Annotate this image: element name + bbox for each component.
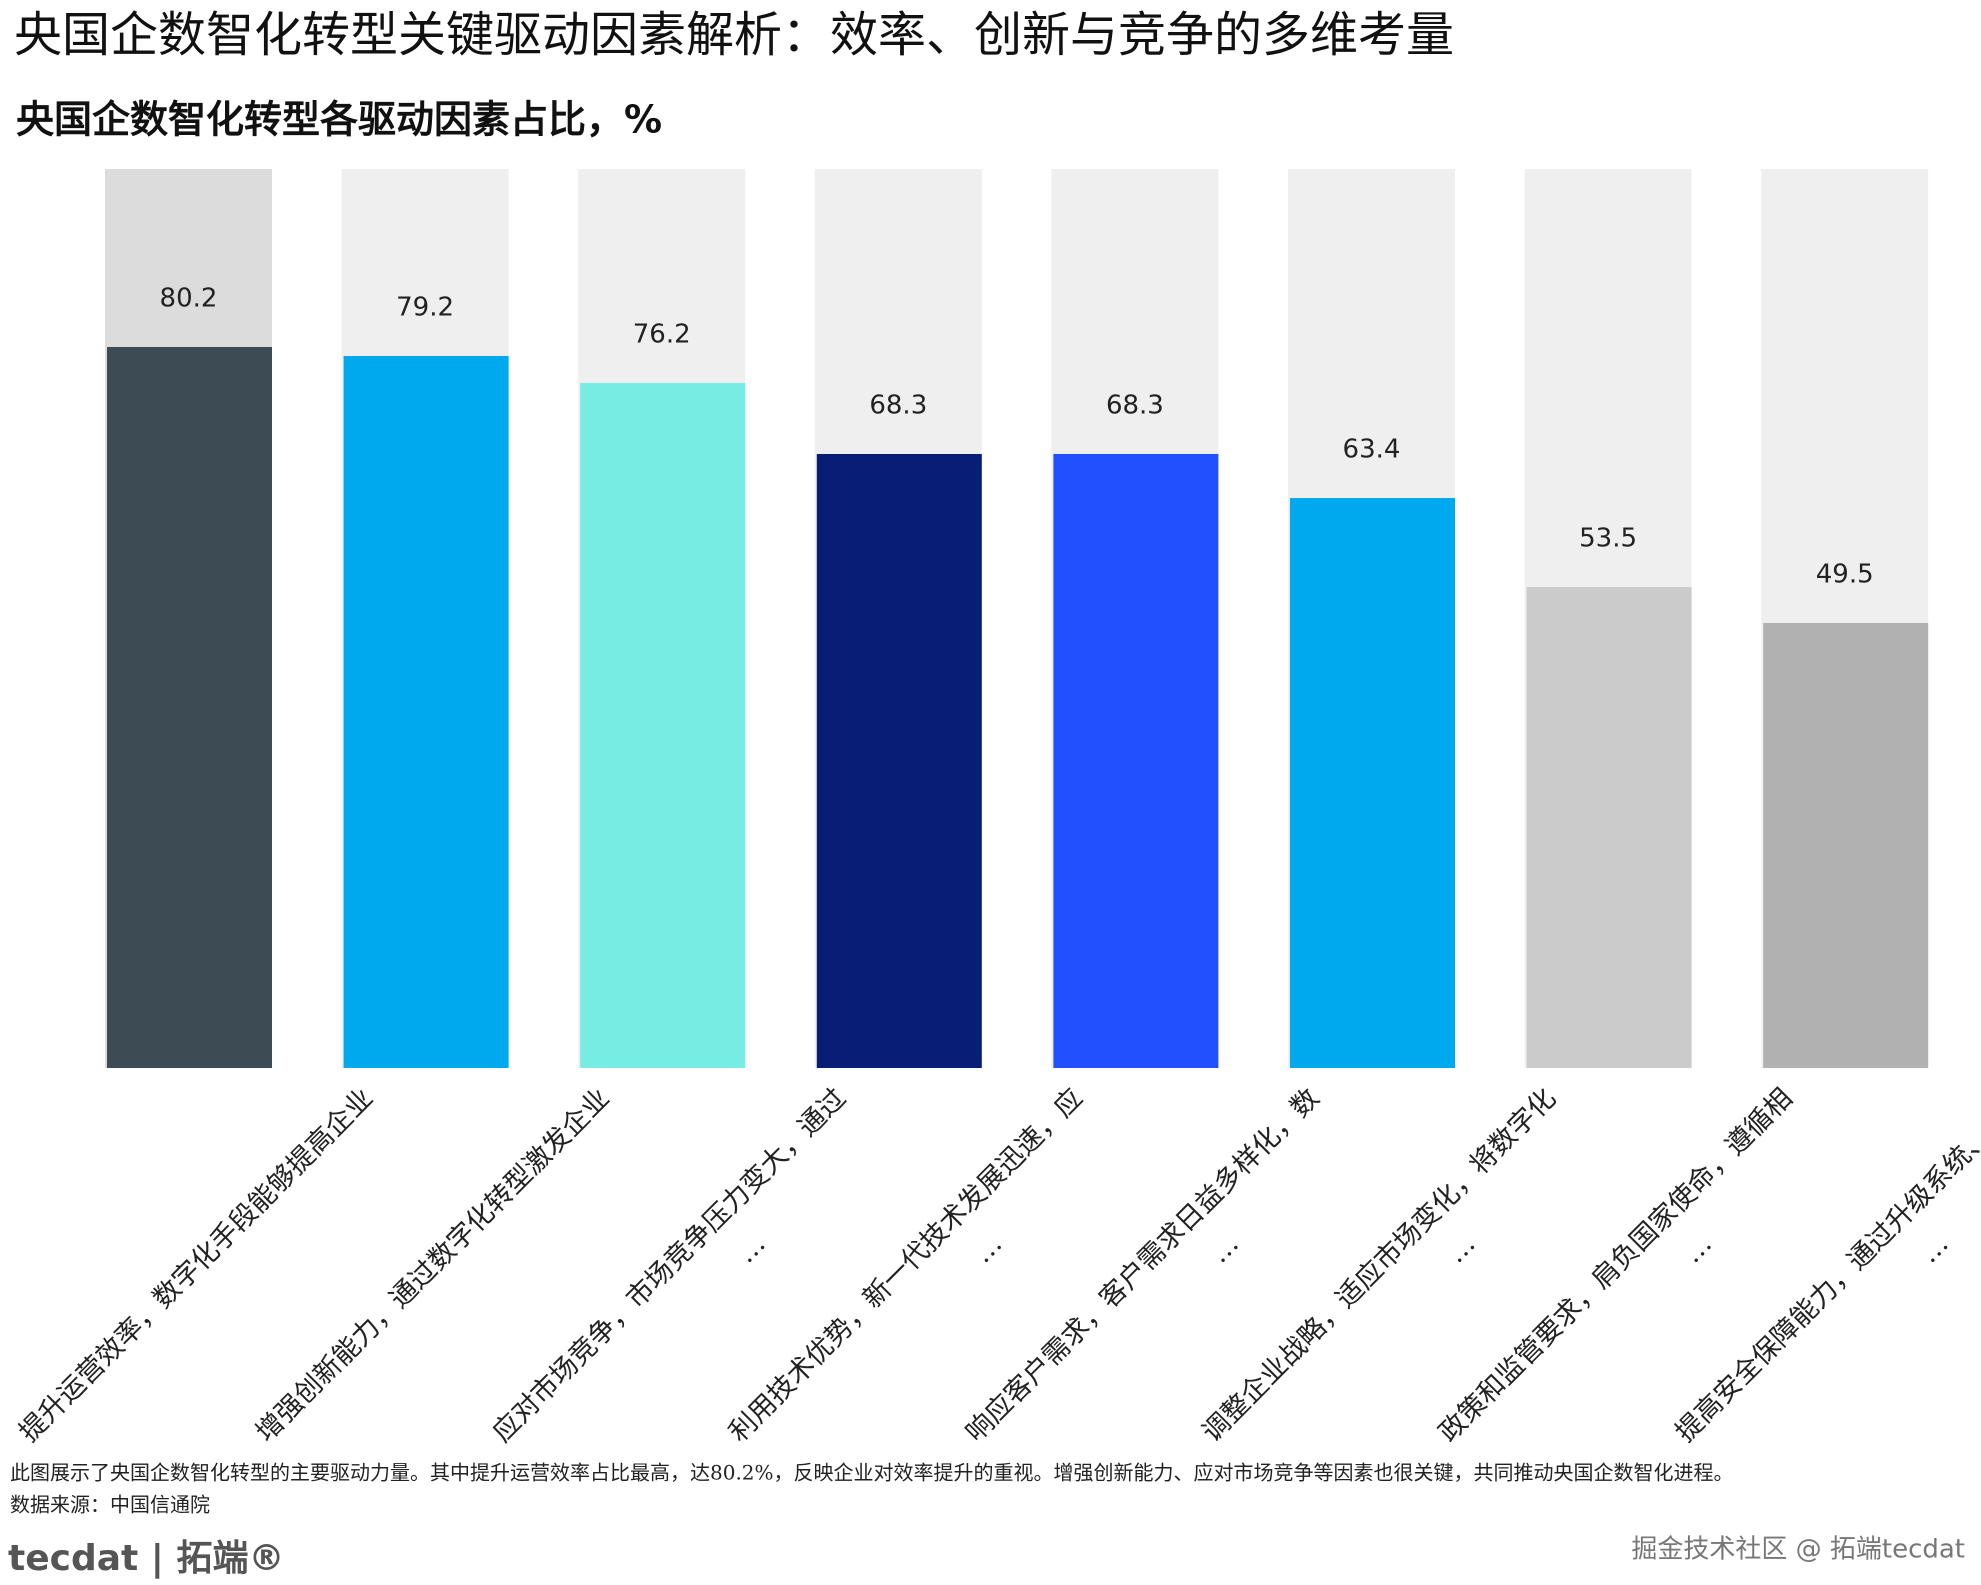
value-label: 76.2: [633, 319, 691, 349]
x-tick-label-line: …: [730, 1228, 771, 1269]
value-label: 79.2: [396, 292, 454, 322]
value-label: 53.5: [1579, 524, 1637, 554]
value-label: 68.3: [1106, 390, 1164, 420]
note: 此图展示了央国企数智化转型的主要驱动力量。其中提升运营效率占比最高，达80.2%…: [10, 1461, 1734, 1485]
watermark: 掘金技术社区 @ 拓端tecdat: [1631, 1535, 1965, 1565]
bar: [1290, 498, 1455, 1068]
bar: [580, 382, 746, 1068]
bar: [107, 347, 272, 1068]
chart-title: 央国企数智化转型关键驱动因素解析：效率、创新与竞争的多维考量: [14, 7, 1454, 63]
bar: [816, 453, 982, 1068]
x-tick-label-line: …: [1440, 1228, 1481, 1269]
bar: [1763, 622, 1929, 1068]
x-tick-label-line: …: [1913, 1228, 1954, 1269]
x-tick-label-line: …: [1204, 1228, 1245, 1269]
chart-subtitle: 央国企数智化转型各驱动因素占比，%: [16, 98, 662, 142]
bar: [343, 355, 509, 1068]
value-label: 80.2: [160, 284, 218, 314]
x-tick-label-line: …: [967, 1228, 1008, 1269]
bar: [1053, 453, 1219, 1068]
source: 数据来源：中国信通院: [10, 1493, 210, 1517]
x-tick-label-line: …: [1677, 1228, 1718, 1269]
value-label: 68.3: [869, 390, 927, 420]
value-label: 63.4: [1343, 435, 1401, 465]
logo: tecdat | 拓端®: [8, 1538, 284, 1579]
bar: [1526, 587, 1692, 1068]
value-label: 49.5: [1816, 559, 1874, 589]
